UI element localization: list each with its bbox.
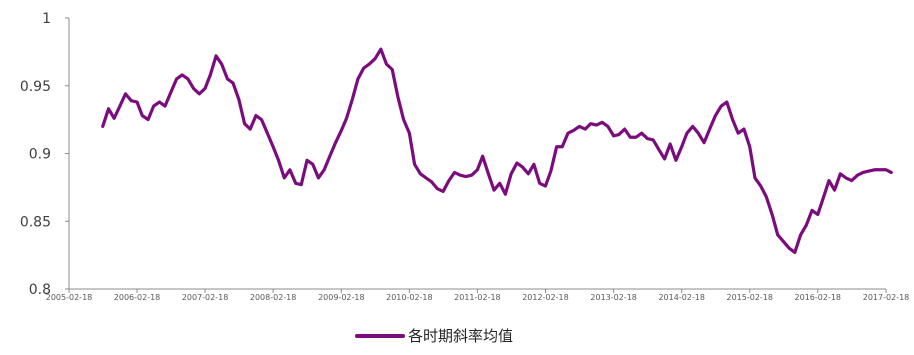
x-tick-label: 2005-02-18 xyxy=(46,293,93,302)
x-axis-ticks: 2005-02-18 2006-02-18 2007-02-18 2008-02-18… xyxy=(46,289,910,302)
x-tick-label: 2017-02-18 xyxy=(863,293,910,302)
x-tick-label: 2013-02-18 xyxy=(590,293,637,302)
x-tick-label: 2007-02-18 xyxy=(182,293,229,302)
x-tick-label: 2011-02-18 xyxy=(454,293,501,302)
y-tick-label: 1 xyxy=(42,11,51,27)
y-tick-label: 0.9 xyxy=(29,147,51,163)
x-tick-label: 2015-02-18 xyxy=(726,293,773,302)
x-tick-label: 2016-02-18 xyxy=(795,293,842,302)
y-tick-label: 0.85 xyxy=(20,214,51,230)
x-tick-label: 2012-02-18 xyxy=(522,293,569,302)
axes xyxy=(68,18,886,290)
x-tick-label: 2010-02-18 xyxy=(386,293,433,302)
legend-label: 各时期斜率均值 xyxy=(408,327,513,345)
series-lines xyxy=(101,47,893,255)
y-tick-label: 0.8 xyxy=(29,282,51,298)
series-line xyxy=(101,47,893,255)
x-tick-label: 2014-02-18 xyxy=(658,293,705,302)
y-tick-label: 0.95 xyxy=(20,79,51,95)
x-tick-label: 2008-02-18 xyxy=(250,293,297,302)
y-axis-ticks: 0.8 0.85 0.9 0.95 1 xyxy=(20,11,69,298)
x-tick-label: 2009-02-18 xyxy=(318,293,365,302)
legend: 各时期斜率均值 xyxy=(355,327,513,345)
x-tick-label: 2006-02-18 xyxy=(114,293,161,302)
